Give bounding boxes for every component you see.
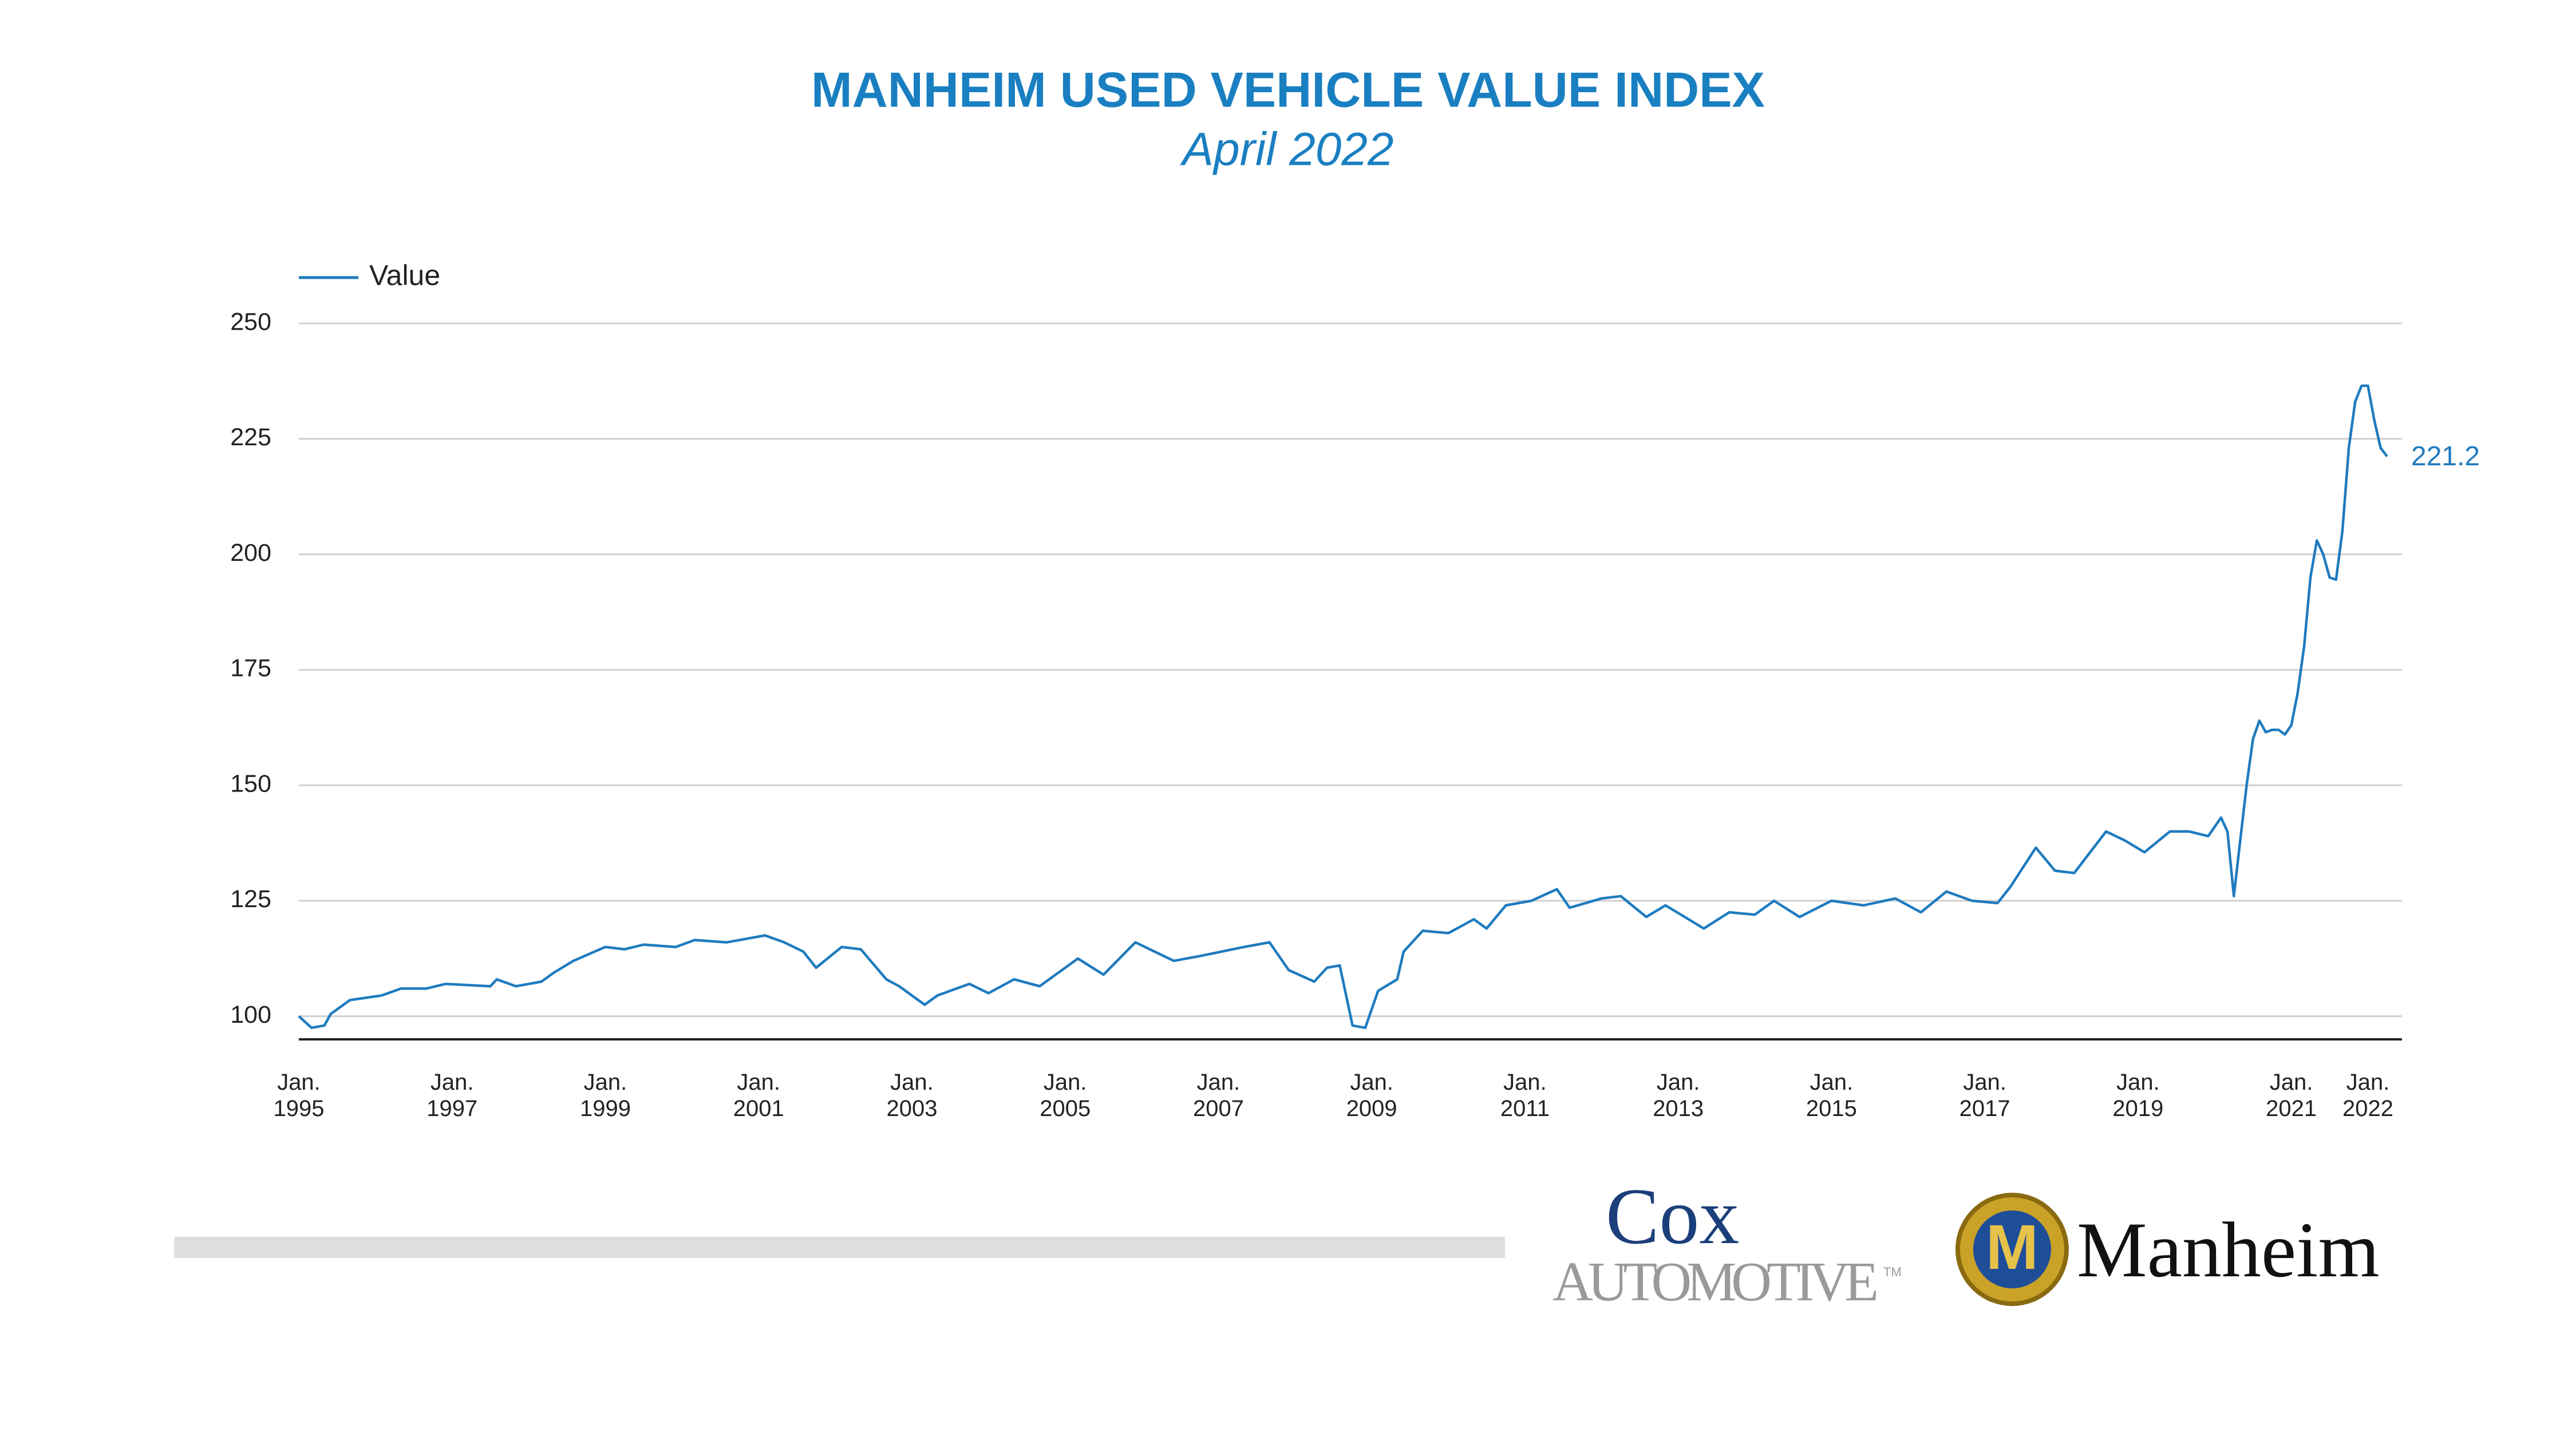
y-tick-label: 150 [230, 770, 271, 797]
x-tick-label: Jan. 1995 [273, 1070, 325, 1121]
x-tick-label: Jan. 2011 [1500, 1070, 1550, 1121]
chart-title: MANHEIM USED VEHICLE VALUE INDEX [811, 63, 1765, 118]
badge-core [1973, 1210, 2051, 1288]
cox-logo: Cox Automotive TM [1552, 1172, 1902, 1313]
x-tick-label: Jan. 2007 [1192, 1070, 1244, 1121]
x-tick-label: Jan. 2022 [2342, 1070, 2394, 1121]
x-tick-label: Jan. 2021 [2266, 1070, 2317, 1121]
automotive-text: Automotive [1552, 1251, 1879, 1313]
legend-label: Value [369, 259, 440, 291]
y-tick-label: 200 [230, 539, 271, 567]
tm-text: TM [1883, 1265, 1902, 1279]
y-tick-label: 100 [230, 1001, 271, 1028]
manheim-logo: M Manheim [1955, 1193, 2380, 1306]
x-tick-label: Jan. 2017 [1959, 1070, 2010, 1121]
y-tick-label: 225 [230, 424, 271, 451]
x-tick-label: Jan. 2013 [1653, 1070, 1704, 1121]
x-tick-label: Jan. 2005 [1040, 1070, 1091, 1121]
badge-letter: M [1986, 1212, 2038, 1283]
x-tick-label: Jan. 2019 [2112, 1070, 2164, 1121]
end-label: 221.2 [2411, 441, 2480, 472]
y-tick-label: 125 [230, 885, 271, 913]
cox-text: Cox [1606, 1172, 1739, 1261]
series-line [298, 384, 2388, 1030]
x-tick-label: Jan. 2001 [733, 1070, 784, 1121]
manheim-text: Manheim [2077, 1206, 2380, 1293]
x-tick-label: Jan. 2009 [1346, 1070, 1397, 1121]
y-tick-label: 250 [230, 308, 271, 335]
chart-subtitle: April 2022 [1179, 124, 1393, 176]
y-tick-label: 175 [230, 655, 271, 682]
x-tick-label: Jan. 1999 [579, 1070, 631, 1121]
x-tick-label: Jan. 2003 [886, 1070, 938, 1121]
footer-bar [174, 1237, 1505, 1258]
x-tick-label: Jan. 1997 [426, 1070, 478, 1121]
x-tick-label: Jan. 2015 [1805, 1070, 1857, 1121]
